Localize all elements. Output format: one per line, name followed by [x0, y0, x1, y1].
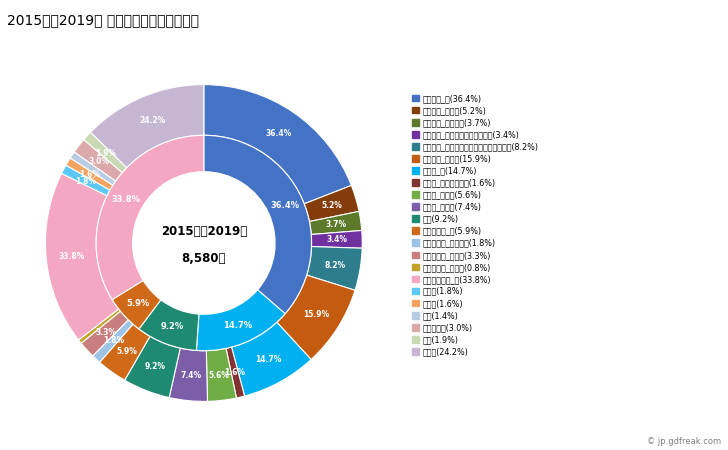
- Wedge shape: [66, 158, 113, 190]
- Wedge shape: [79, 309, 120, 343]
- Wedge shape: [204, 135, 312, 314]
- Text: 9.2%: 9.2%: [161, 322, 184, 331]
- Wedge shape: [45, 173, 119, 340]
- Text: 8.2%: 8.2%: [325, 261, 346, 270]
- Text: 2015年～2019年: 2015年～2019年: [161, 225, 247, 238]
- Wedge shape: [204, 85, 352, 204]
- Wedge shape: [309, 212, 362, 234]
- Wedge shape: [96, 135, 204, 300]
- Wedge shape: [70, 152, 116, 185]
- Wedge shape: [169, 348, 207, 401]
- Text: 5.9%: 5.9%: [126, 299, 149, 308]
- Wedge shape: [197, 290, 285, 351]
- Text: 1.8%: 1.8%: [76, 176, 97, 185]
- Text: 7.4%: 7.4%: [180, 371, 201, 380]
- Text: 3.4%: 3.4%: [326, 235, 347, 244]
- Wedge shape: [74, 140, 122, 181]
- Text: 36.4%: 36.4%: [271, 202, 300, 211]
- Legend: 悪性腫瘍_計(36.4%), 悪性腫瘍_胃がん(5.2%), 悪性腫瘍_大腸がん(3.7%), 悪性腫瘍_肝がん・肝内胆管がん(3.4%), 悪性腫瘍_気管がん: 悪性腫瘍_計(36.4%), 悪性腫瘍_胃がん(5.2%), 悪性腫瘍_大腸がん…: [412, 94, 539, 356]
- Text: 5.9%: 5.9%: [116, 347, 137, 356]
- Wedge shape: [124, 336, 181, 397]
- Wedge shape: [206, 348, 237, 401]
- Text: 3.7%: 3.7%: [325, 220, 346, 229]
- Wedge shape: [112, 280, 161, 329]
- Text: 1.6%: 1.6%: [224, 368, 245, 377]
- Wedge shape: [62, 165, 110, 196]
- Text: 5.2%: 5.2%: [321, 201, 342, 210]
- Wedge shape: [90, 85, 204, 168]
- Text: 24.2%: 24.2%: [139, 116, 165, 125]
- Text: 14.7%: 14.7%: [255, 355, 281, 364]
- Text: 3.3%: 3.3%: [95, 328, 116, 337]
- Wedge shape: [306, 247, 362, 290]
- Wedge shape: [92, 320, 133, 362]
- Text: 1.8%: 1.8%: [103, 336, 124, 345]
- Wedge shape: [304, 185, 359, 221]
- Text: 33.8%: 33.8%: [111, 195, 140, 204]
- Text: 1.9%: 1.9%: [95, 148, 116, 157]
- Wedge shape: [226, 347, 245, 398]
- Text: © jp.gdfreak.com: © jp.gdfreak.com: [646, 436, 721, 446]
- Text: 2015年～2019年 高槻市の男性の死因構成: 2015年～2019年 高槻市の男性の死因構成: [7, 14, 199, 27]
- Text: 14.7%: 14.7%: [223, 321, 253, 330]
- Wedge shape: [232, 322, 311, 396]
- Text: 36.4%: 36.4%: [266, 129, 292, 138]
- Text: 33.8%: 33.8%: [58, 252, 84, 261]
- Text: 15.9%: 15.9%: [303, 310, 329, 319]
- Wedge shape: [84, 132, 127, 173]
- Wedge shape: [139, 300, 199, 351]
- Wedge shape: [100, 324, 150, 380]
- Wedge shape: [81, 311, 128, 356]
- Wedge shape: [311, 230, 363, 248]
- Text: 8,580人: 8,580人: [181, 252, 226, 266]
- Wedge shape: [277, 275, 355, 360]
- Text: 1.6%: 1.6%: [79, 170, 100, 179]
- Text: 5.6%: 5.6%: [209, 371, 229, 380]
- Text: 3.0%: 3.0%: [88, 157, 109, 166]
- Text: 9.2%: 9.2%: [145, 362, 166, 371]
